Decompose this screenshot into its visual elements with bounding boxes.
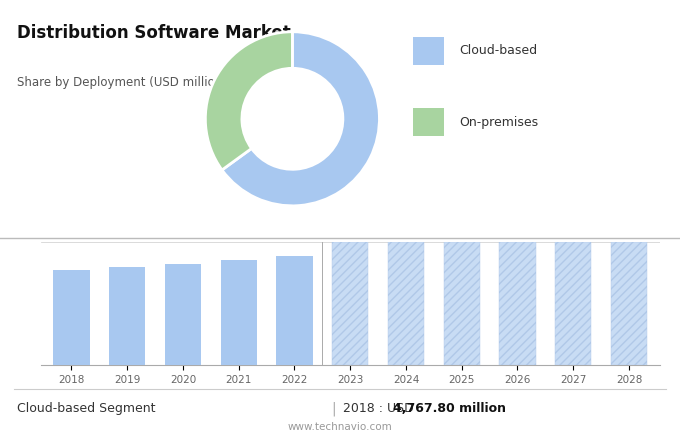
Bar <box>611 242 647 365</box>
Bar <box>499 242 536 365</box>
Bar <box>443 242 480 365</box>
Text: Cloud-based: Cloud-based <box>460 44 538 57</box>
Bar <box>165 264 201 365</box>
Text: 2018 : USD: 2018 : USD <box>343 402 418 415</box>
Text: Cloud-based Segment: Cloud-based Segment <box>17 402 156 415</box>
Bar <box>53 270 90 365</box>
Bar <box>332 242 369 365</box>
FancyBboxPatch shape <box>413 37 444 65</box>
FancyBboxPatch shape <box>413 108 444 136</box>
Bar <box>220 260 257 365</box>
Bar <box>109 267 146 365</box>
Bar <box>388 242 424 365</box>
Text: |: | <box>331 401 335 415</box>
Text: 4,767.80 million: 4,767.80 million <box>393 402 506 415</box>
Wedge shape <box>222 32 379 206</box>
Bar <box>276 256 313 365</box>
Text: Distribution Software Market: Distribution Software Market <box>17 24 291 42</box>
Text: www.technavio.com: www.technavio.com <box>288 422 392 432</box>
Text: Share by Deployment (USD million): Share by Deployment (USD million) <box>17 76 227 89</box>
Wedge shape <box>205 32 292 170</box>
Bar <box>555 242 592 365</box>
Text: On-premises: On-premises <box>460 116 539 128</box>
